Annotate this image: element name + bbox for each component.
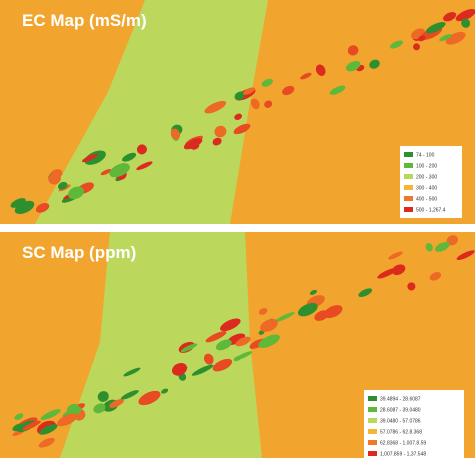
legend-swatch <box>368 418 377 423</box>
legend-label: 100 - 200 <box>416 163 437 169</box>
map-title: SC Map (ppm) <box>22 243 136 262</box>
legend-swatch <box>368 429 377 434</box>
legend-swatch <box>404 174 413 179</box>
legend-label: 500 - 1,267.4 <box>416 207 446 213</box>
legend-label: 62.8368 - 1.007.8.59 <box>380 440 426 446</box>
legend: 74 - 100 100 - 200 200 - 300 300 - 400 400 -… <box>400 146 462 218</box>
legend-label: 28.6087 - 39.0480 <box>380 407 421 413</box>
legend-label: 74 - 100 <box>416 152 435 158</box>
sc-panel: SC Map (ppm) 39.4894 - 28.6087 28.6087 - … <box>0 232 475 458</box>
legend-label: 400 - 500 <box>416 196 437 202</box>
ec-panel: EC Map (mS/m) 74 - 100 100 - 200 200 - 300… <box>0 0 475 224</box>
page: EC Map (mS/m) 74 - 100 100 - 200 200 - 300… <box>0 0 475 458</box>
legend-swatch <box>368 440 377 445</box>
legend-swatch <box>368 451 377 456</box>
legend-swatch <box>404 185 413 190</box>
legend-swatch <box>404 207 413 212</box>
legend-label: 39.0480 - 57.0786 <box>380 418 421 424</box>
legend-label: 1,007.859 - 1,37.548 <box>380 451 426 457</box>
legend-label: 39.4894 - 28.6087 <box>380 396 421 402</box>
legend-label: 57.0786 - 62.8.368 <box>380 429 422 435</box>
legend-swatch <box>404 196 413 201</box>
legend-swatch <box>404 163 413 168</box>
legend-swatch <box>404 152 413 157</box>
legend-label: 200 - 300 <box>416 174 437 180</box>
legend-label: 300 - 400 <box>416 185 437 191</box>
legend: 39.4894 - 28.6087 28.6087 - 39.0480 39.048… <box>364 390 464 458</box>
map-title: EC Map (mS/m) <box>22 11 147 30</box>
legend-swatch <box>368 407 377 412</box>
ec-map: EC Map (mS/m) 74 - 100 100 - 200 200 - 300… <box>0 0 475 224</box>
legend-swatch <box>368 396 377 401</box>
sc-map: SC Map (ppm) 39.4894 - 28.6087 28.6087 - … <box>0 232 475 458</box>
